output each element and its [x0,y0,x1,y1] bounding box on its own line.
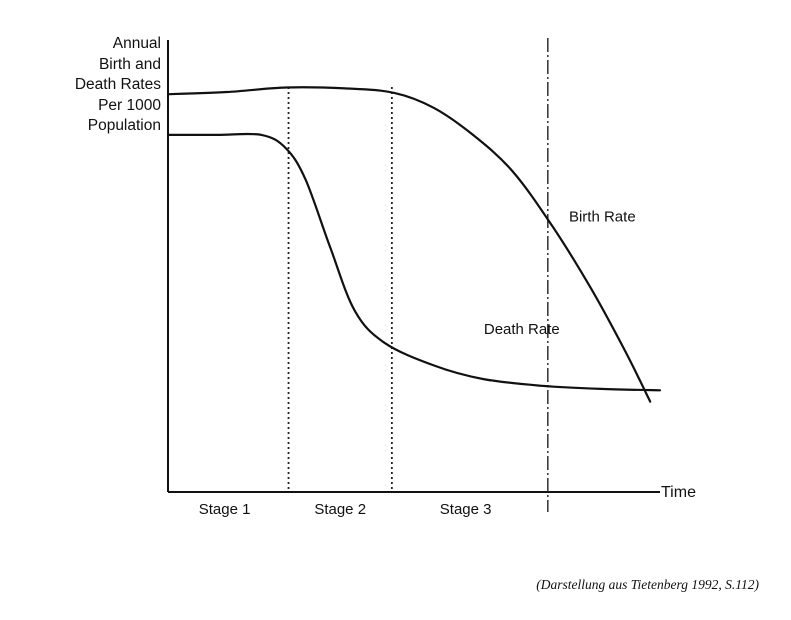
stage-label: Stage 3 [440,501,492,518]
y-axis-label-line: Per 1000 [98,96,161,114]
death-rate-line [166,132,662,392]
birth-rate-label: Birth Rate [569,209,636,226]
x-axis-label: Time [661,484,696,501]
y-axis-label-line: Annual [112,35,161,52]
y-axis-label: Annual Birth and Death Rates Per 1000 Po… [75,34,161,137]
y-axis-label-line: Birth and [98,55,161,73]
source-note: (Darstellung aus Tietenberg 1992, S.112) [536,577,759,592]
chart-labels: Birth Rate Death Rate Stage 1 Stage 2 Stage … [199,209,636,518]
chart-series [166,86,662,403]
y-axis-label-line: Population [87,117,161,134]
chart-axes: Time [167,40,696,501]
y-axis-label-line: Death Rates [74,76,161,93]
birth-rate-line [166,86,652,403]
stage-dividers [287,38,549,512]
death-rate-label: Death Rate [484,321,560,338]
stage-label: Stage 1 [199,501,251,518]
stage-label: Stage 2 [314,501,366,518]
